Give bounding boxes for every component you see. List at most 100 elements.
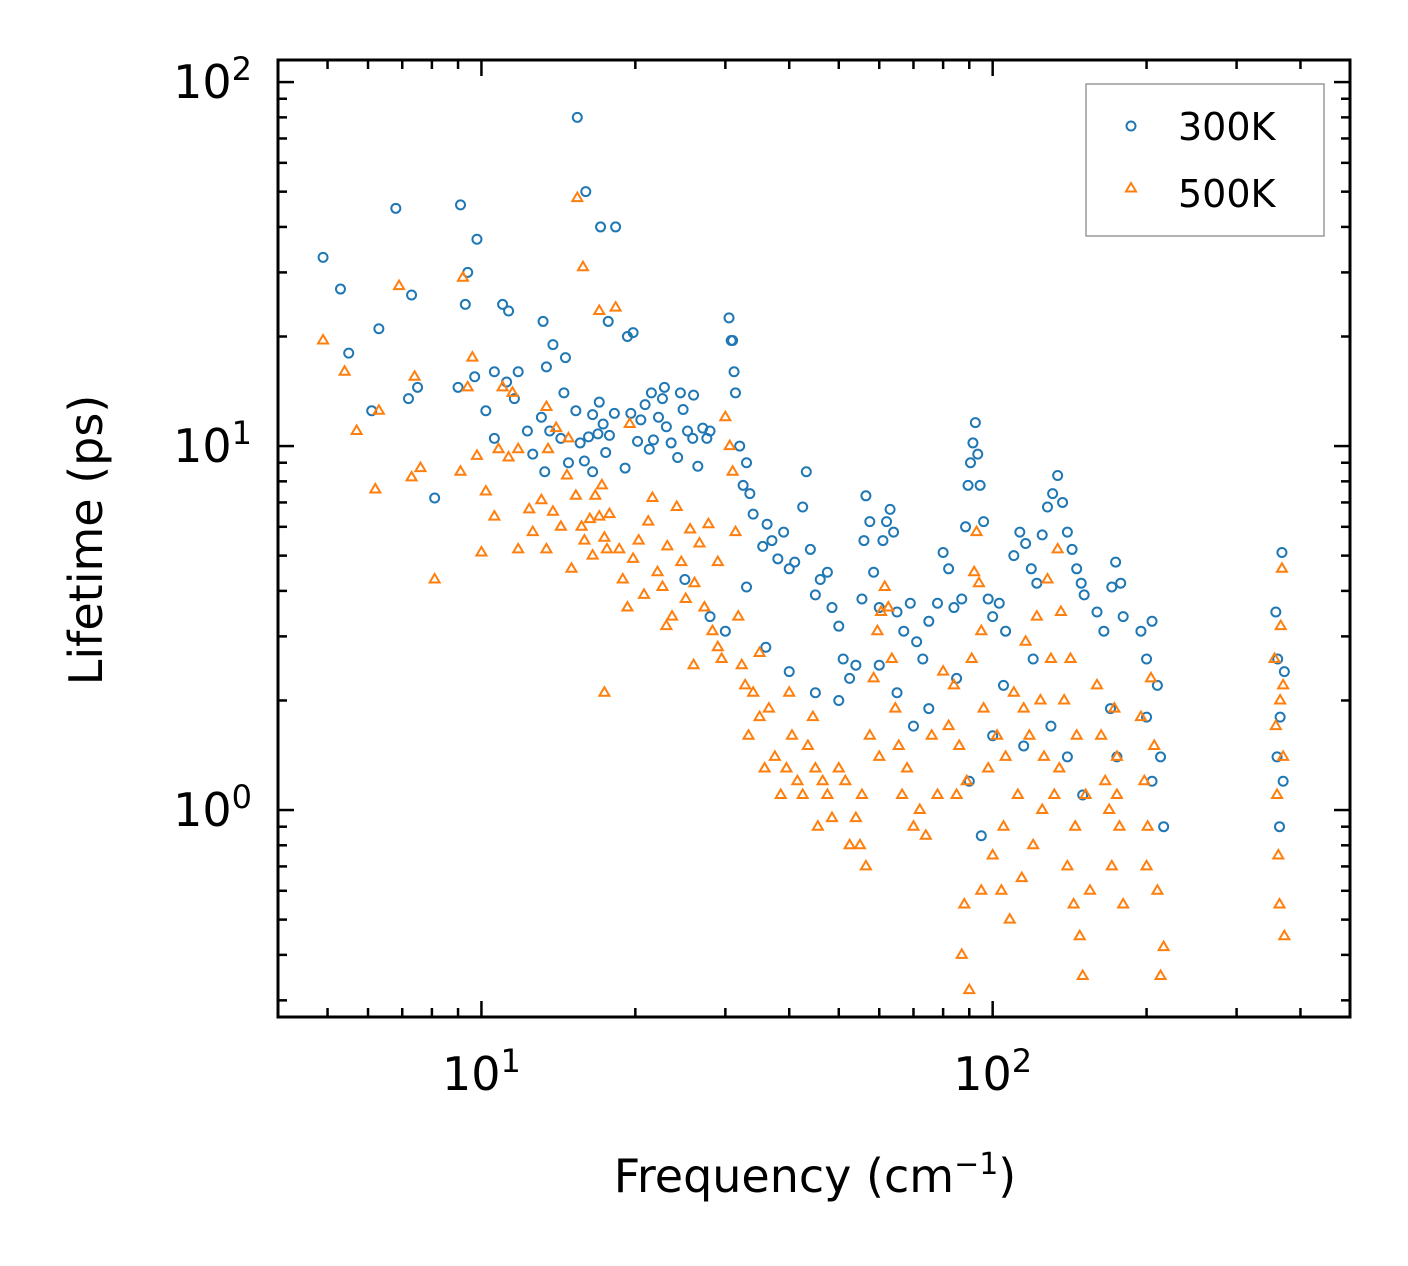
data-point-300k xyxy=(1025,563,1037,575)
data-point-500k xyxy=(659,618,674,631)
data-point-500k xyxy=(1063,651,1078,663)
data-point-300k xyxy=(761,518,773,530)
data-point-500k xyxy=(762,701,776,713)
data-point-500k xyxy=(1066,897,1081,909)
data-point-300k xyxy=(1135,625,1147,637)
data-point-300k xyxy=(503,305,515,317)
data-point-300k xyxy=(884,503,896,515)
data-point-300k xyxy=(833,620,845,632)
data-point-500k xyxy=(1140,819,1155,831)
data-point-500k xyxy=(404,469,419,482)
data-point-300k xyxy=(833,694,845,706)
data-point-300k xyxy=(497,298,509,310)
data-point-500k xyxy=(1276,749,1290,761)
data-point-300k xyxy=(956,593,968,605)
data-point-300k xyxy=(967,437,979,449)
data-point-300k xyxy=(1276,546,1288,558)
data-point-300k xyxy=(672,452,684,464)
data-point-300k xyxy=(508,393,520,405)
data-point-300k xyxy=(965,457,977,469)
data-point-500k xyxy=(825,810,839,823)
axis-labels-layer: 101 102 100 101 102 xyxy=(173,50,1032,1101)
data-point-500k xyxy=(808,761,823,773)
data-point-500k xyxy=(1052,761,1067,773)
data-point-500k xyxy=(877,579,892,591)
data-point-500k xyxy=(976,701,991,713)
data-point-500k xyxy=(665,609,679,621)
data-point-300k xyxy=(1274,821,1286,833)
data-point-300k xyxy=(917,653,929,665)
data-point-500k xyxy=(912,802,927,815)
data-point-300k xyxy=(1075,577,1087,589)
data-point-300k xyxy=(873,659,885,671)
data-point-500k xyxy=(487,509,502,521)
data-point-500k xyxy=(522,501,536,514)
data-point-500k xyxy=(1273,692,1287,705)
y-axis-title: Lifetime (ps) xyxy=(59,395,113,686)
data-point-300k xyxy=(741,581,753,593)
data-point-300k xyxy=(570,405,582,417)
data-point-500k xyxy=(1078,787,1093,799)
plot-frame xyxy=(276,58,1352,1019)
data-point-300k xyxy=(850,659,862,671)
data-point-500k xyxy=(757,761,772,773)
data-point-300k xyxy=(583,431,595,443)
data-point-300k xyxy=(1115,577,1127,589)
data-point-500k xyxy=(549,420,563,433)
data-point-300k xyxy=(390,202,402,214)
data-point-500k xyxy=(645,490,660,502)
data-point-500k xyxy=(885,651,899,663)
data-point-500k xyxy=(1075,968,1090,980)
data-point-300k xyxy=(512,366,524,378)
data-point-500k xyxy=(1060,858,1075,871)
data-point-500k xyxy=(577,533,592,545)
data-point-300k xyxy=(587,466,599,478)
data-point-300k xyxy=(856,593,868,605)
data-point-500k xyxy=(906,819,921,831)
data-point-300k xyxy=(592,428,604,440)
data-point-500k xyxy=(1054,604,1068,617)
data-point-500k xyxy=(1112,819,1127,831)
data-point-500k xyxy=(597,685,612,697)
data-point-500k xyxy=(855,787,869,799)
data-point-500k xyxy=(349,423,364,435)
data-point-500k xyxy=(779,761,794,773)
data-point-500k xyxy=(602,506,617,519)
data-point-300k xyxy=(610,221,622,233)
data-point-300k xyxy=(471,233,483,245)
data-point-300k xyxy=(578,455,590,467)
data-point-500k xyxy=(612,541,626,554)
data-point-500k xyxy=(974,623,989,636)
data-point-500k xyxy=(316,333,330,345)
data-point-300k xyxy=(647,434,659,446)
data-point-500k xyxy=(650,564,665,577)
data-point-300k xyxy=(757,540,769,552)
data-point-500k xyxy=(561,430,576,443)
data-point-500k xyxy=(815,773,830,786)
data-point-300k xyxy=(1045,720,1057,732)
data-point-500k xyxy=(731,609,746,621)
data-point-500k xyxy=(998,749,1013,761)
data-point-500k xyxy=(511,441,525,454)
data-point-300k xyxy=(1272,653,1284,665)
data-point-500k xyxy=(622,416,637,428)
data-point-500k xyxy=(957,897,972,909)
data-point-300k xyxy=(978,516,990,528)
x-tick-label: 102 xyxy=(953,1042,1032,1101)
data-point-500k xyxy=(964,651,979,663)
data-point-500k xyxy=(1047,787,1062,799)
data-point-500k xyxy=(949,787,964,799)
data-point-300k xyxy=(960,521,972,533)
data-point-300k xyxy=(723,312,735,324)
y-tick-label: 100 xyxy=(173,778,252,837)
data-point-300k xyxy=(406,289,418,301)
data-point-300k xyxy=(778,526,790,538)
data-point-300k xyxy=(734,440,746,452)
data-point-300k xyxy=(343,347,355,359)
data-point-300k xyxy=(760,641,772,653)
data-point-300k xyxy=(559,352,571,364)
data-point-300k xyxy=(643,443,655,455)
data-point-500k xyxy=(969,524,984,537)
data-point-300k xyxy=(821,566,833,578)
